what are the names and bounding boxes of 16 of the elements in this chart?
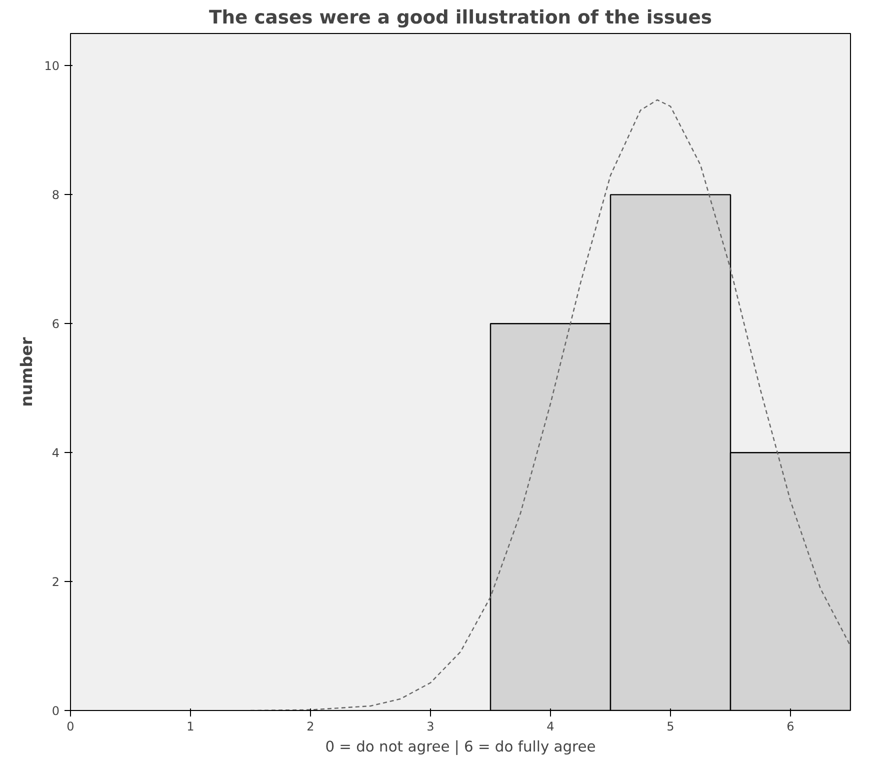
x-axis-title: 0 = do not agree | 6 = do fully agree	[325, 738, 596, 756]
x-tick-label: 5	[666, 720, 674, 734]
chart-title: The cases were a good illustration of the issues	[209, 8, 712, 28]
x-tick-label: 1	[186, 720, 194, 734]
x-tick-label: 6	[786, 720, 794, 734]
y-tick-label: 4	[52, 446, 60, 460]
x-tick-label: 0	[66, 720, 74, 734]
y-tick-label: 8	[52, 188, 60, 202]
y-axis-title: number	[17, 337, 36, 407]
x-tick-label: 3	[426, 720, 434, 734]
x-tick-label: 2	[306, 720, 314, 734]
x-tick-label: 4	[546, 720, 554, 734]
y-tick-label: 6	[52, 317, 60, 332]
y-tick-label: 10	[44, 59, 60, 74]
y-tick-label: 2	[52, 575, 60, 590]
y-tick-label: 0	[52, 704, 60, 718]
